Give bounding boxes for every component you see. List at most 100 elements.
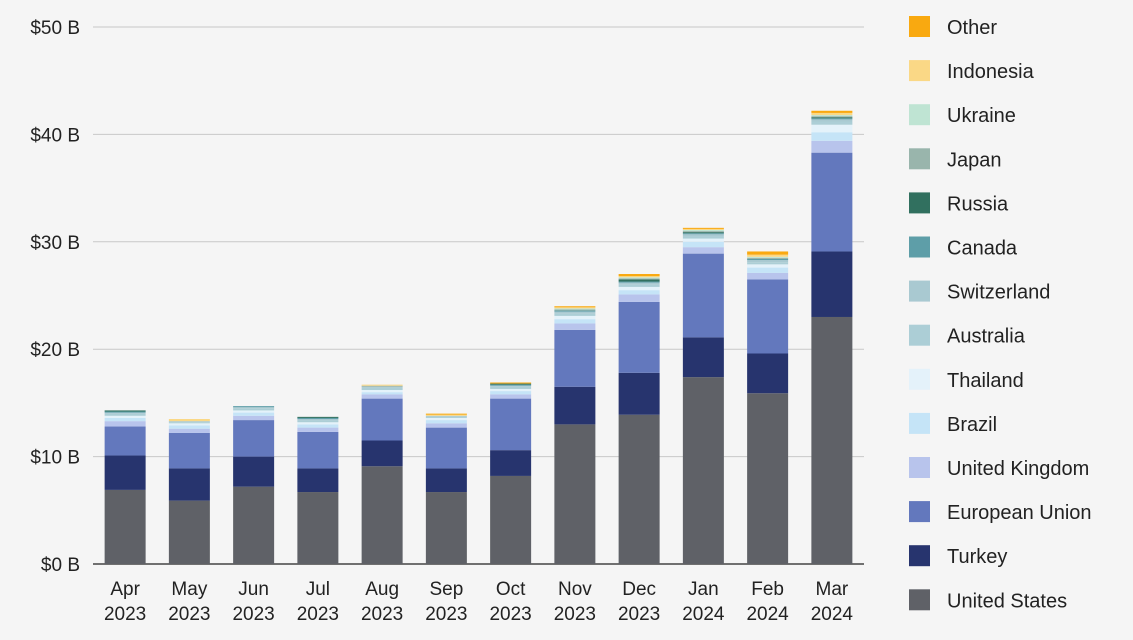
bar-segment (361, 390, 403, 393)
y-tick-label: $30 B (30, 233, 80, 254)
legend-swatch (909, 60, 930, 82)
bar-segment (425, 414, 467, 416)
legend-swatch (909, 545, 930, 567)
legend-swatch (909, 104, 930, 126)
x-tick-label-month: Mar (816, 579, 849, 600)
bar-segment (811, 110, 853, 113)
x-tick-label-month: Sep (429, 579, 463, 600)
bar-segment (104, 421, 146, 427)
bar-segment (554, 329, 596, 387)
bar-segment (104, 426, 146, 456)
bar-segment (361, 398, 403, 441)
x-tick-label-year: 2023 (554, 604, 596, 625)
legend-label: Brazil (947, 414, 997, 436)
bar-segment (361, 392, 403, 395)
bar-segment (361, 466, 403, 564)
bar-segment (297, 419, 339, 421)
bar-segment (811, 115, 853, 117)
bar-segment (425, 413, 467, 415)
bar-segment (490, 398, 532, 451)
bar-segment (682, 227, 724, 229)
bar-segment (554, 319, 596, 324)
x-tick-label-year: 2023 (618, 604, 660, 625)
bar-segment (554, 315, 596, 320)
bar-segment (618, 282, 660, 285)
legend-swatch (909, 280, 930, 302)
bar-segment (618, 284, 660, 287)
x-tick-label-year: 2023 (425, 604, 467, 625)
bar-segment (233, 412, 275, 416)
bar-segment (682, 253, 724, 338)
bar-segment (747, 272, 789, 280)
y-tick-label: $10 B (30, 448, 80, 469)
legend-label: Australia (947, 326, 1026, 348)
bar-segment (618, 276, 660, 278)
legend-label: Canada (947, 238, 1018, 260)
legend-swatch (909, 457, 930, 478)
x-tick-label-month: Nov (558, 579, 592, 600)
bar-segment (490, 388, 532, 392)
y-tick-label: $20 B (30, 340, 80, 361)
bar-segment (554, 307, 596, 309)
bar-segment (747, 260, 789, 263)
legend-swatch (909, 324, 930, 346)
bar-segment (297, 422, 339, 425)
x-tick-label-year: 2023 (361, 604, 403, 625)
legend-label: European Union (947, 502, 1092, 524)
bar-segment (682, 377, 724, 564)
bar-segment (168, 428, 210, 433)
bar-segment (233, 456, 275, 487)
legend-swatch (909, 192, 930, 214)
bar-segment (811, 140, 853, 153)
bar-segment (811, 124, 853, 133)
bar-segment (747, 254, 789, 257)
bar-segment (554, 308, 596, 310)
bar-segment (747, 279, 789, 354)
bar-segment (811, 251, 853, 317)
bar-segment (747, 393, 789, 564)
legend-label: Other (947, 17, 997, 39)
bar-segment (618, 279, 660, 282)
bar-segment (747, 258, 789, 261)
x-tick-label-month: Dec (622, 579, 656, 600)
legend-label: Switzerland (947, 282, 1050, 304)
bar-segment (490, 384, 532, 386)
bar-segment (233, 406, 275, 408)
bar-segment (747, 257, 789, 259)
bar-segment (490, 382, 532, 384)
legend-label: Turkey (947, 546, 1007, 568)
legend-swatch (909, 589, 930, 611)
bar-segment (168, 419, 210, 422)
legend-label: United States (947, 590, 1067, 612)
bar-segment (618, 286, 660, 291)
bar-segment (811, 119, 853, 122)
bar-segment (104, 415, 146, 418)
bar-segment (554, 311, 596, 314)
bar-segment (747, 256, 789, 258)
bar-segment (361, 384, 403, 386)
bar-segment (618, 414, 660, 564)
bar-segment (168, 425, 210, 429)
bar-segment (618, 372, 660, 415)
bar-segment (168, 421, 210, 423)
legend-label: Indonesia (947, 61, 1035, 83)
bar-segment (490, 386, 532, 389)
bar-segment (811, 117, 853, 119)
legend-swatch (909, 412, 930, 434)
bar-segment (425, 468, 467, 493)
bar-segment (297, 492, 339, 564)
x-tick-label-year: 2024 (682, 604, 725, 625)
bar-segment (554, 424, 596, 564)
bar-segment (361, 394, 403, 399)
bar-segment (168, 432, 210, 469)
bar-segment (425, 427, 467, 469)
legend-swatch (909, 16, 930, 37)
bar-segment (297, 420, 339, 423)
bar-segment (104, 455, 146, 490)
x-tick-label-month: Jul (306, 579, 330, 600)
x-tick-label-month: Feb (751, 579, 784, 600)
bar-segment (747, 251, 789, 255)
bar-segment (618, 281, 660, 283)
x-tick-label-year: 2024 (746, 604, 789, 625)
